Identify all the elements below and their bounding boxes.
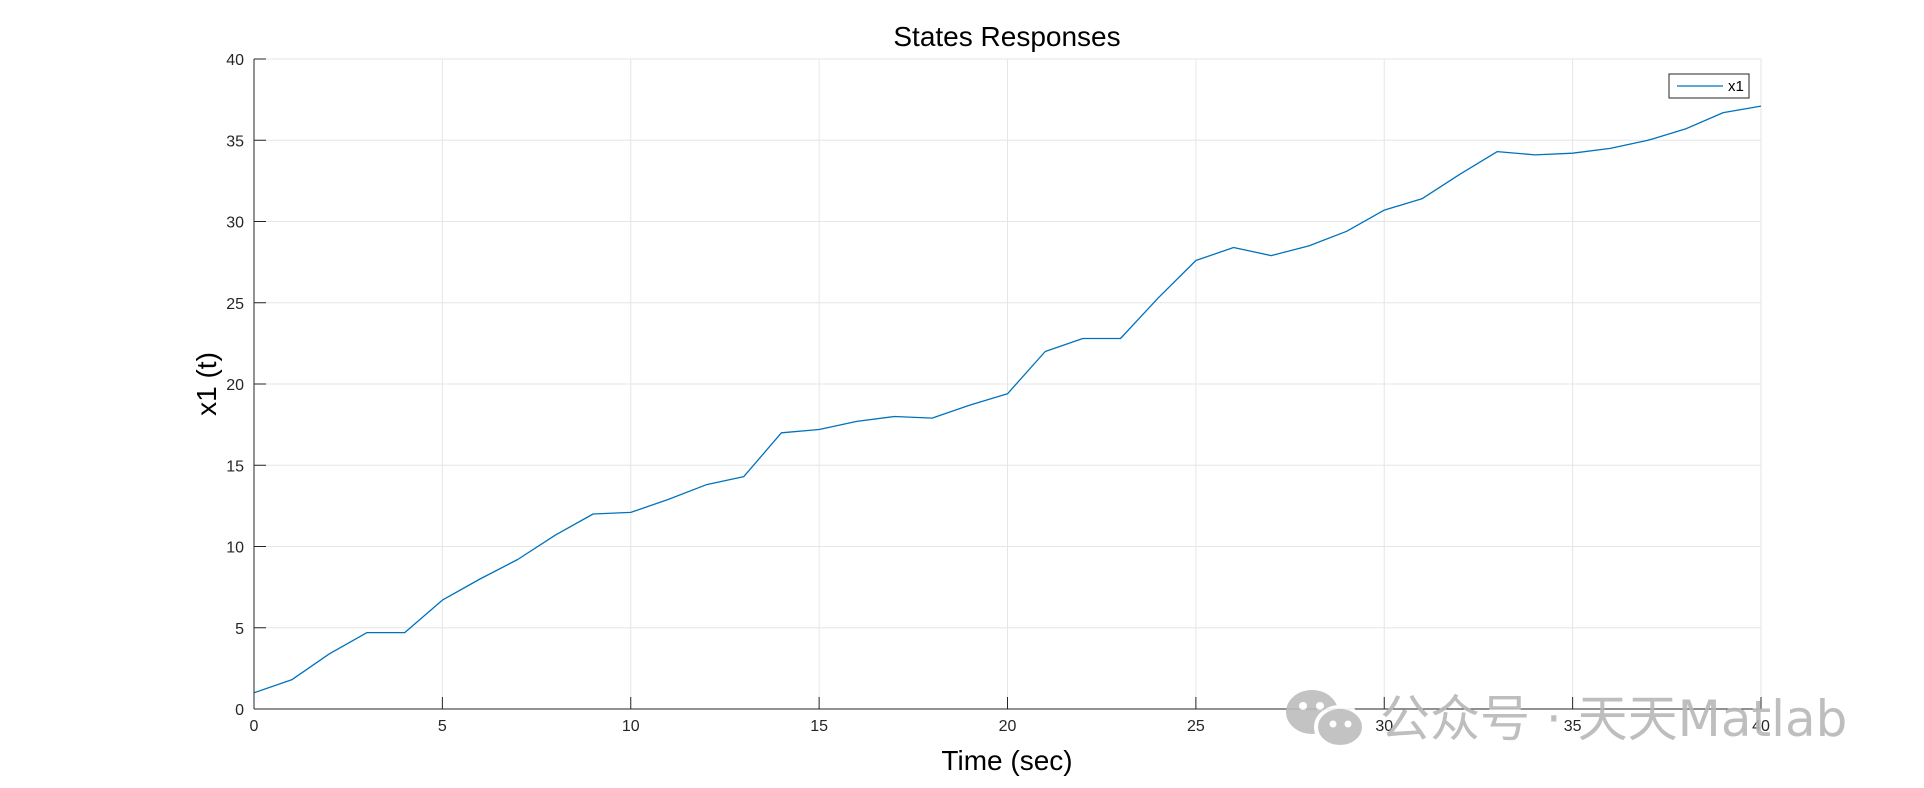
y-tick-label: 15 <box>226 458 244 475</box>
legend-label-x1: x1 <box>1728 78 1744 95</box>
x-axis-title: Time (sec) <box>941 745 1072 776</box>
watermark-text: 公众号 · 天天Matlab <box>1380 690 1847 748</box>
x-tick-label: 40 <box>1752 718 1770 735</box>
x-tick-label: 35 <box>1564 718 1582 735</box>
legend: x1 <box>1668 73 1750 99</box>
x-tick-label: 10 <box>622 718 640 735</box>
y-tick-label: 20 <box>226 377 244 394</box>
y-tick-label: 0 <box>235 702 244 719</box>
x-tick-label: 15 <box>810 718 828 735</box>
x-tick-label: 0 <box>250 718 259 735</box>
axes <box>253 58 1762 710</box>
plot-area <box>253 105 1762 694</box>
x-tick-label: 25 <box>1187 718 1205 735</box>
chart-title: States Responses <box>893 21 1120 52</box>
watermark: 公众号 · 天天Matlab <box>1286 690 1847 749</box>
y-tick-label: 5 <box>235 621 244 638</box>
y-axis-title: x1 (t) <box>191 352 222 416</box>
wechat-icon <box>1286 690 1366 749</box>
x-tick-label: 30 <box>1375 718 1393 735</box>
y-tick-label: 25 <box>226 296 244 313</box>
y-tick-label: 35 <box>226 133 244 150</box>
x-tick-label: 5 <box>438 718 447 735</box>
series-line-x1 <box>253 105 1762 694</box>
grid <box>253 58 1762 710</box>
tick-labels: 0 5 10 15 20 25 30 35 40 0 5 10 15 20 25 30 35 40 <box>226 52 1770 735</box>
y-tick-label: 30 <box>226 215 244 232</box>
x-tick-label: 20 <box>999 718 1017 735</box>
y-tick-label: 10 <box>226 540 244 557</box>
y-tick-label: 40 <box>226 52 244 69</box>
